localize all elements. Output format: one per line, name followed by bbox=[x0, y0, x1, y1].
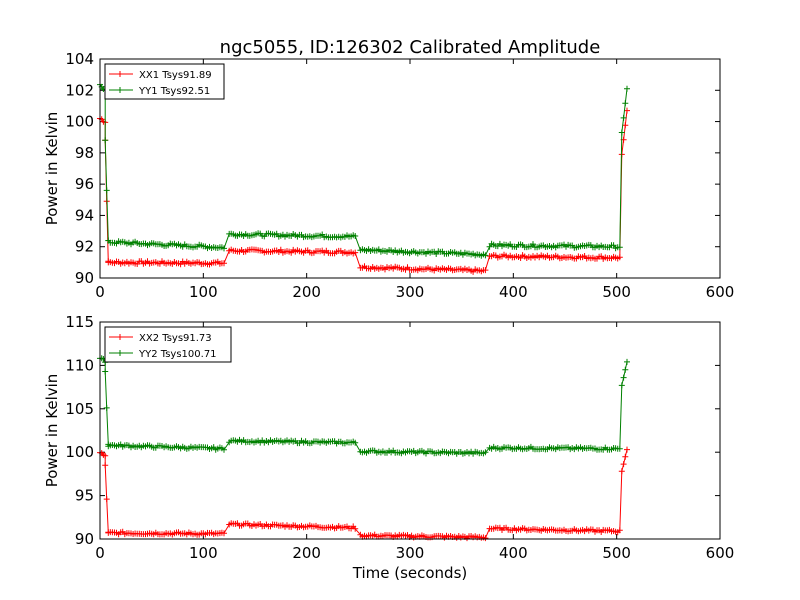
bottom-legend-label-2: YY2 Tsys100.71 bbox=[138, 349, 217, 360]
top-legend-label-2: YY1 Tsys92.51 bbox=[138, 86, 210, 97]
bottom-y-tick-label: 110 bbox=[65, 356, 94, 374]
bottom-legend-entry-1: XX2 Tsys91.73 bbox=[109, 333, 212, 344]
top-legend: XX1 Tsys91.89 YY1 Tsys92.51 bbox=[104, 63, 225, 100]
top-tick-layer: 0 100 200 300 400 500 600 90 92 94 96 98 100 102 104 bbox=[65, 50, 734, 301]
top-legend-label-1: XX1 Tsys91.89 bbox=[139, 70, 212, 81]
top-y-tick-label: 100 bbox=[65, 113, 94, 131]
top-y-tick-label: 102 bbox=[65, 81, 94, 99]
top-legend-entry-2: YY1 Tsys92.51 bbox=[109, 86, 210, 97]
top-y-tick-label: 90 bbox=[75, 269, 94, 287]
top-x-tick-label: 600 bbox=[706, 283, 735, 301]
bottom-x-tick-label: 200 bbox=[292, 544, 321, 562]
bottom-legend-entry-2: YY2 Tsys100.71 bbox=[109, 349, 217, 360]
bottom-legend-marker-2 bbox=[117, 350, 123, 356]
top-x-tick-label: 0 bbox=[95, 283, 105, 301]
bottom-x-tick-label: 100 bbox=[189, 544, 218, 562]
top-series-layer bbox=[97, 81, 630, 275]
bottom-chart: 0 100 200 300 400 500 600 90 95 100 105 110 115 Powe… bbox=[43, 313, 734, 582]
top-axes-frame bbox=[99, 58, 721, 279]
top-y-tick-label: 94 bbox=[75, 206, 94, 224]
bottom-y-tick-label: 115 bbox=[65, 313, 94, 331]
bottom-legend: XX2 Tsys91.73 YY2 Tsys100.71 bbox=[104, 326, 232, 363]
bottom-x-tick-label: 300 bbox=[396, 544, 425, 562]
top-x-tick-label: 500 bbox=[602, 283, 631, 301]
bottom-x-tick-label: 400 bbox=[499, 544, 528, 562]
bottom-y-axis-label: Power in Kelvin bbox=[43, 374, 61, 488]
bottom-y-tick-label: 95 bbox=[75, 487, 94, 505]
top-series-line-1 bbox=[99, 110, 628, 273]
bottom-legend-label-1: XX2 Tsys91.73 bbox=[139, 333, 212, 344]
top-legend-marker-1 bbox=[117, 71, 123, 77]
top-y-tick-label: 104 bbox=[65, 50, 94, 68]
bottom-y-tick-label: 90 bbox=[75, 530, 94, 548]
top-y-tick-label: 96 bbox=[75, 175, 94, 193]
x-axis-label: Time (seconds) bbox=[352, 564, 468, 582]
top-y-tick-label: 98 bbox=[75, 144, 94, 162]
top-legend-box bbox=[104, 63, 225, 100]
top-x-tick-label: 200 bbox=[292, 283, 321, 301]
top-x-tick-label: 300 bbox=[396, 283, 425, 301]
bottom-x-tick-label: 500 bbox=[602, 544, 631, 562]
top-legend-marker-2 bbox=[117, 87, 123, 93]
bottom-axes-frame bbox=[99, 321, 721, 540]
bottom-legend-marker-1 bbox=[117, 334, 123, 340]
bottom-legend-box bbox=[104, 326, 232, 363]
chart-title: ngc5055, ID:126302 Calibrated Amplitude bbox=[220, 37, 601, 58]
top-x-tick-label: 100 bbox=[189, 283, 218, 301]
top-y-axis-label: Power in Kelvin bbox=[43, 112, 61, 226]
top-y-tick-label: 92 bbox=[75, 238, 94, 256]
bottom-y-tick-label: 100 bbox=[65, 443, 94, 461]
top-chart: ngc5055, ID:126302 Calibrated Amplitude … bbox=[43, 37, 734, 301]
bottom-y-tick-label: 105 bbox=[65, 400, 94, 418]
bottom-x-tick-label: 600 bbox=[706, 544, 735, 562]
top-legend-entry-1: XX1 Tsys91.89 bbox=[109, 70, 212, 81]
bottom-x-tick-label: 0 bbox=[95, 544, 105, 562]
top-x-tick-label: 400 bbox=[499, 283, 528, 301]
